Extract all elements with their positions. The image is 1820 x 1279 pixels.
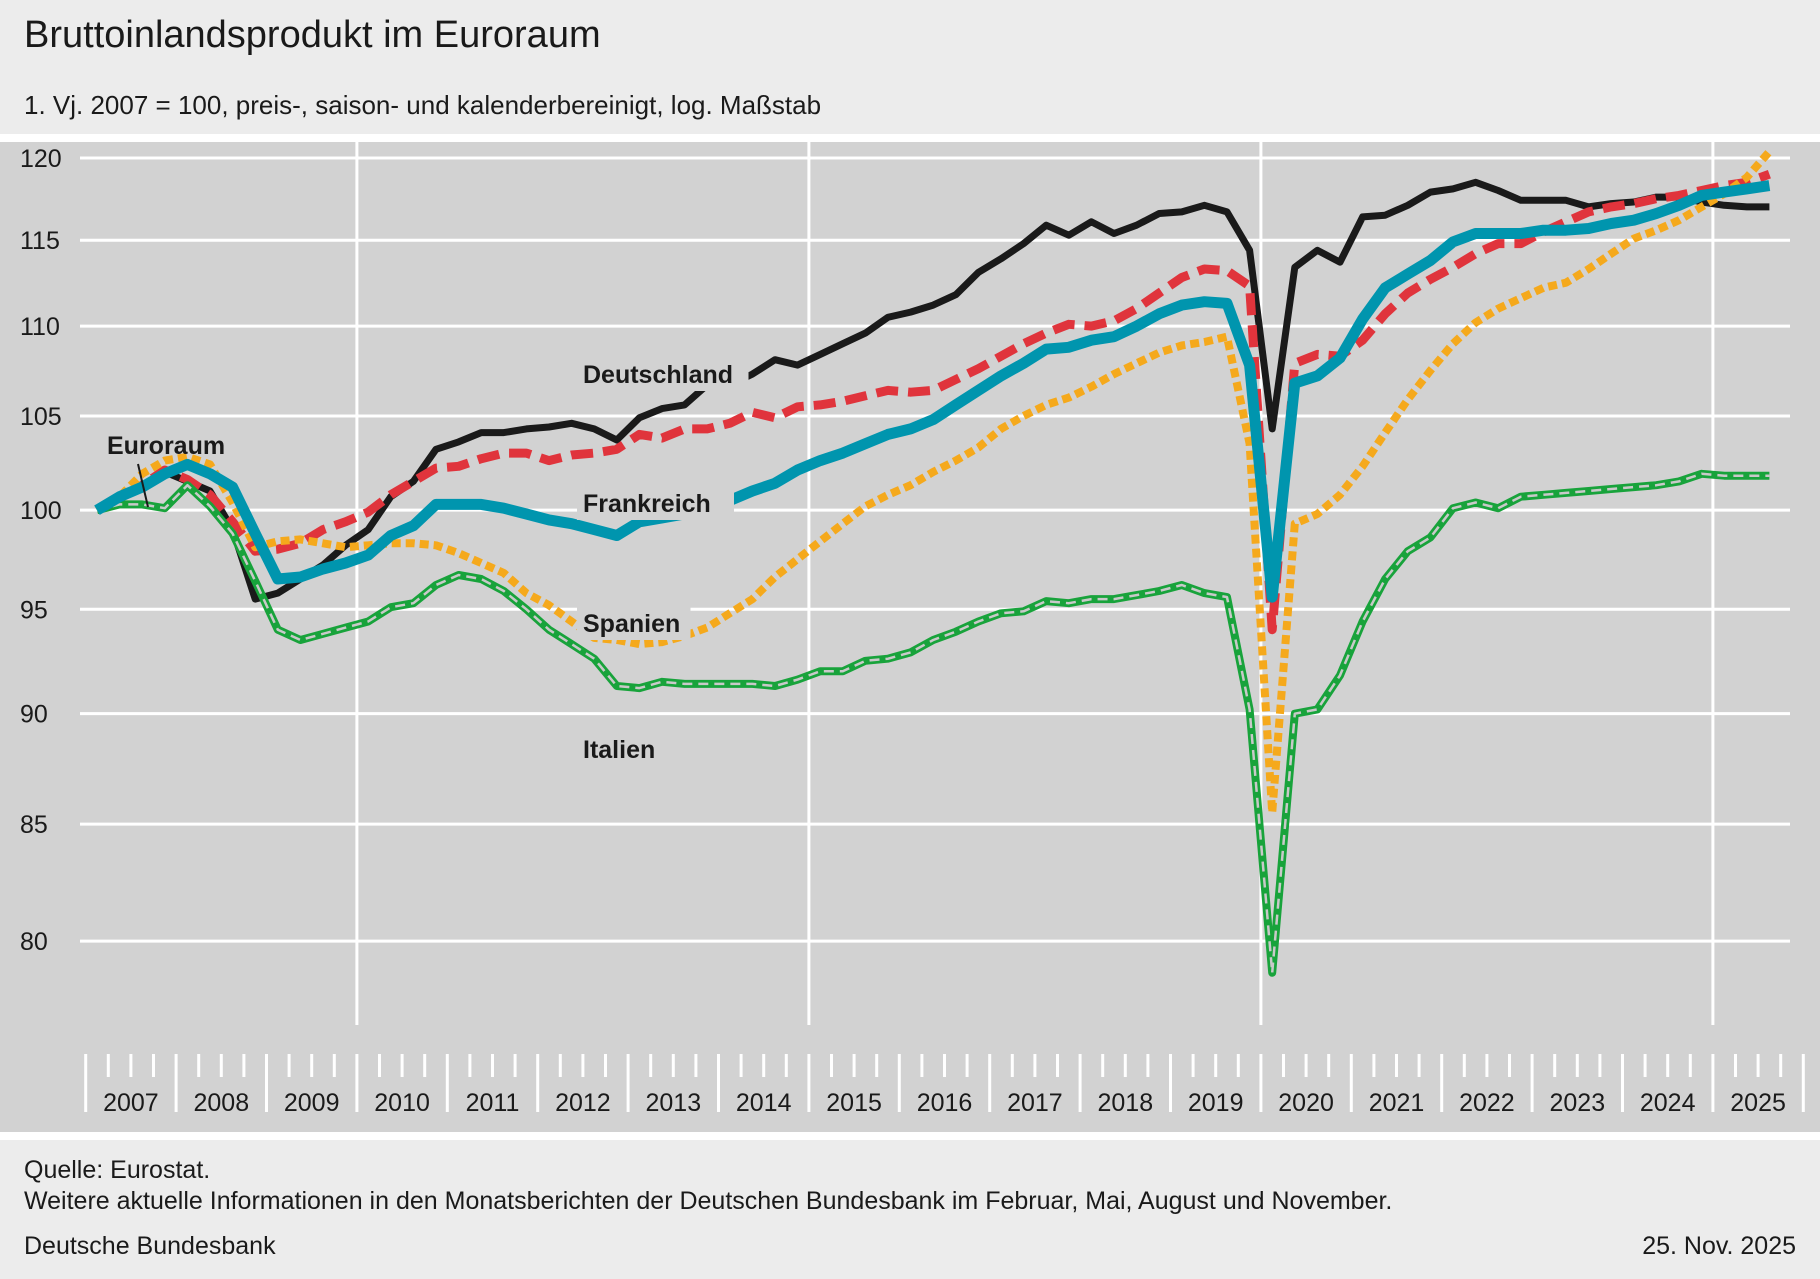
series-line-italien <box>96 469 1770 977</box>
y-tick-label: 110 <box>20 313 60 341</box>
info-note: Weitere aktuelle Informationen in den Mo… <box>24 1187 1393 1215</box>
x-tick-label: 2015 <box>826 1089 882 1117</box>
x-tick-label: 2013 <box>645 1089 701 1117</box>
series-label-deutschland: Deutschland <box>583 361 733 389</box>
series-label-italien: Italien <box>583 736 655 764</box>
x-tick-label: 2025 <box>1730 1089 1786 1117</box>
header-divider <box>0 134 1820 142</box>
y-tick-label: 115 <box>20 227 60 255</box>
series-label-spanien: Spanien <box>583 610 680 638</box>
publication-date: 25. Nov. 2025 <box>1642 1232 1796 1260</box>
x-tick-label: 2021 <box>1369 1089 1425 1117</box>
y-tick-label: 120 <box>20 145 62 173</box>
x-tick-label: 2009 <box>284 1089 340 1117</box>
x-tick-label: 2008 <box>193 1089 249 1117</box>
x-tick-label: 2022 <box>1459 1089 1515 1117</box>
source-note: Quelle: Eurostat. <box>24 1156 211 1184</box>
plot-area: 80 85 90 95 100 105 110 115 120 2007 2008 2009 2010… <box>0 142 1820 1132</box>
publisher-name: Deutsche Bundesbank <box>24 1232 276 1260</box>
x-tick-label: 2016 <box>917 1089 973 1117</box>
chart-subtitle: 1. Vj. 2007 = 100, preis-, saison- und k… <box>24 90 822 120</box>
x-tick-label: 2017 <box>1007 1089 1063 1117</box>
series-line-italien-core <box>96 472 1770 975</box>
series-line-deutschland <box>95 178 1770 603</box>
series-label-spanien-bg <box>577 606 691 640</box>
y-tick-label: 90 <box>20 701 48 729</box>
x-axis: 2007 2008 2009 2010 2011 2012 2013 2014 2015 2016… <box>84 1054 1805 1117</box>
series-line-euroraum <box>94 180 1771 603</box>
series-line-spanien <box>94 148 1773 817</box>
x-tick-label: 2018 <box>1097 1089 1153 1117</box>
series-label-frankreich: Frankreich <box>583 490 711 518</box>
series-lines <box>94 148 1773 977</box>
series-label-deutschland-bg <box>577 357 749 391</box>
series-line-frankreich <box>94 169 1771 635</box>
line-chart: 80 85 90 95 100 105 110 115 120 2007 2008 2009 2010… <box>20 142 1805 1117</box>
chart-header: Bruttoinlandsprodukt im Euroraum 1. Vj. … <box>0 0 1820 134</box>
x-tick-label: 2007 <box>103 1089 159 1117</box>
y-tick-label: 80 <box>20 928 48 956</box>
series-label-italien-bg <box>577 732 691 766</box>
x-tick-label: 2020 <box>1278 1089 1334 1117</box>
y-tick-label: 95 <box>20 596 48 624</box>
x-tick-label: 2024 <box>1640 1089 1696 1117</box>
series-label-euroraum: Euroraum <box>107 432 225 460</box>
euroraum-label-leader <box>137 463 149 508</box>
x-tick-label: 2012 <box>555 1089 611 1117</box>
y-tick-label: 85 <box>20 811 48 839</box>
footer-divider <box>0 1132 1820 1140</box>
series-labels: Deutschland Frankreich Spanien Italien Euror… <box>107 357 749 766</box>
x-tick-label: 2011 <box>466 1089 520 1117</box>
x-tick-label: 2010 <box>374 1089 430 1117</box>
chart-title: Bruttoinlandsprodukt im Euroraum <box>24 14 601 56</box>
y-tick-label: 105 <box>20 403 62 431</box>
series-label-frankreich-bg <box>577 486 734 520</box>
y-tick-label: 100 <box>20 497 62 525</box>
x-tick-label: 2014 <box>736 1089 792 1117</box>
x-tick-label: 2019 <box>1188 1089 1244 1117</box>
x-tick-label: 2023 <box>1549 1089 1605 1117</box>
chart-footer: Quelle: Eurostat. Weitere aktuelle Infor… <box>0 1140 1820 1279</box>
